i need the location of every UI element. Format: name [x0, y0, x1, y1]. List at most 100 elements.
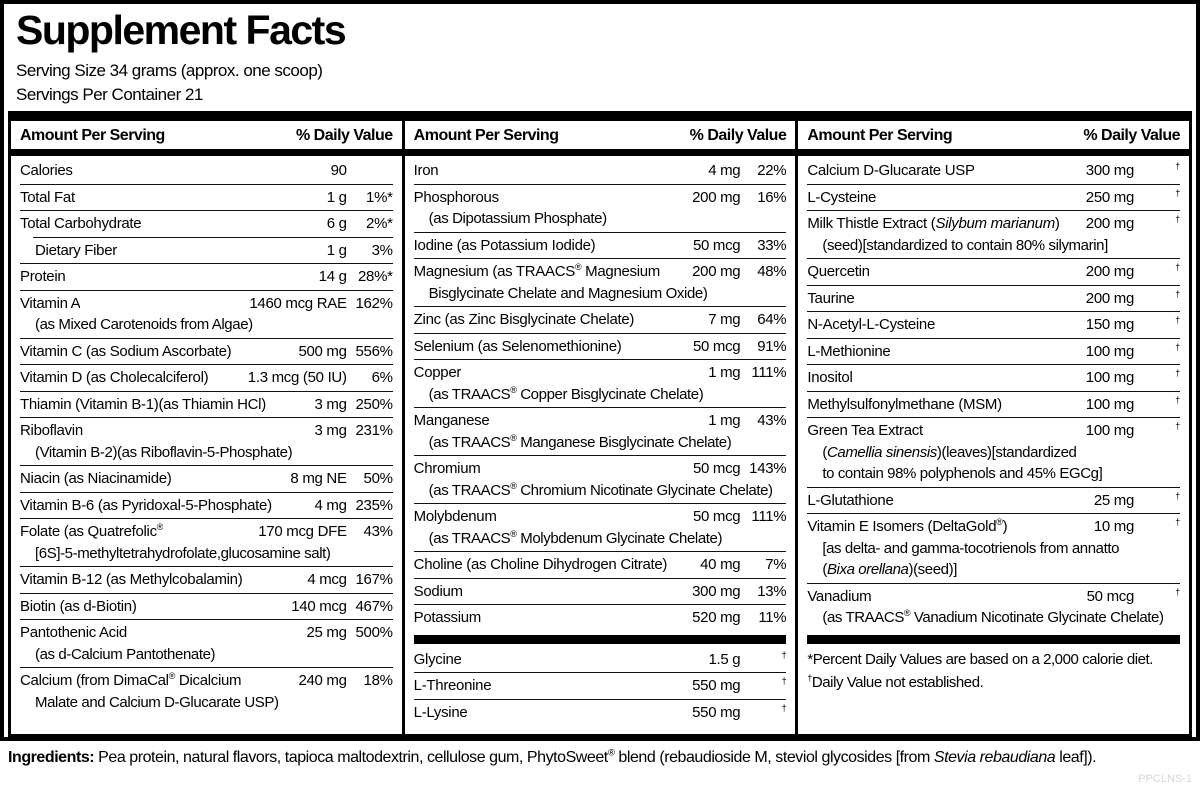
nutrient-amount: 1.5 g: [708, 650, 741, 668]
nutrient-amount: 50 mcg: [692, 236, 741, 254]
row-separator: [20, 183, 393, 185]
nutrient-daily-value: †: [781, 702, 787, 713]
row-separator: [20, 337, 393, 339]
nutrient-amount: 250 mg: [1085, 188, 1135, 206]
nutrient-name: Pantothenic Acid: [20, 624, 127, 641]
row-separator: [807, 337, 1181, 339]
servings-per-container-text: Servings Per Container 21: [16, 85, 203, 104]
nutrient-row: Total Fat 1 g 1%*: [20, 185, 393, 211]
amount-per-serving-header: Amount Per Serving: [413, 127, 559, 144]
nutrient-name: Thiamin (Vitamin B-1)(as Thiamin HCl): [20, 395, 266, 413]
nutrient-row: Vitamin E Isomers (DeltaGold®) 10 mg † [as …: [807, 514, 1180, 583]
nutrient-name: Iodine (as Potassium Iodide): [413, 236, 596, 254]
amount-per-serving-header: Amount Per Serving: [807, 127, 953, 144]
nutrient-amount: 140 mcg: [291, 597, 347, 615]
nutrient-main-line: Methylsulfonylmethane (MSM) 100 mg †: [807, 394, 1180, 416]
nutrient-main-line: Inositol 100 mg †: [807, 367, 1180, 389]
nutrient-name: Calories: [20, 162, 73, 179]
nutrient-row: Dietary Fiber 1 g 3%: [20, 238, 393, 264]
row-separator: [807, 183, 1181, 185]
nutrient-source-line: (as TRAACS® Manganese Bisglycinate Chela…: [428, 432, 732, 451]
nutrient-row: Riboflavin 3 mg 231% (Vitamin B-2)(as Ribof…: [20, 418, 393, 465]
nutrient-main-line: L-Threonine 550 mg †: [414, 675, 787, 697]
nutrient-name: Quercetin: [807, 263, 870, 280]
nutrient-daily-value: 13%: [757, 582, 787, 600]
nutrient-name: Vitamin B-6 (as Pyridoxal-5-Phosphate): [20, 496, 272, 514]
nutrient-name: Methylsulfonylmethane (MSM): [807, 395, 1002, 413]
nutrient-main-line: Vitamin A 1460 mcg RAE 162%: [20, 293, 393, 315]
nutrient-name: Molybdenum: [413, 508, 497, 525]
row-separator: [20, 390, 393, 392]
row-separator: [20, 619, 393, 620]
nutrient-amount: 25 mg: [1093, 491, 1135, 509]
nutrient-name: L-Cysteine: [807, 188, 877, 206]
nutrient-main-line: Selenium (as Selenomethionine) 50 mcg 91%: [414, 336, 787, 358]
nutrient-name: Milk Thistle Extract (Silybum marianum): [807, 215, 1060, 232]
nutrient-name: Taurine: [807, 289, 855, 307]
nutrient-daily-value: 18%: [363, 672, 393, 689]
nutrient-source-line: (seed)[standardized to contain 80% silym…: [822, 236, 1108, 254]
nutrient-source-line: (Vitamin B-2)(as Riboflavin-5-Phosphate): [35, 443, 293, 461]
nutrient-main-line: Sodium 300 mg 13%: [414, 581, 787, 603]
nutrient-amount: 150 mg: [1085, 316, 1135, 333]
nutrient-amount: 14 g: [318, 268, 347, 285]
nutrient-daily-value: †: [1175, 394, 1181, 405]
nutrient-name: Biotin (as d-Biotin): [20, 597, 137, 615]
nutrient-name: Green Tea Extract: [807, 422, 923, 439]
nutrient-source-line: Bisglycinate Chelate and Magnesium Oxide…: [428, 284, 708, 302]
row-separator: [20, 210, 393, 211]
daily-value-header: % Daily Value: [1083, 127, 1181, 144]
row-separator: [413, 231, 787, 233]
nutrient-amount: 100 mg: [1085, 395, 1135, 413]
nutrient-daily-value: 111%: [751, 364, 787, 381]
nutrient-main-line: Green Tea Extract 100 mg †: [807, 420, 1180, 442]
nutrient-name: Inositol: [807, 369, 853, 386]
nutrient-amount: 50 mcg: [692, 460, 741, 477]
nutrient-row: Thiamin (Vitamin B-1)(as Thiamin HCl) 3 m…: [20, 392, 393, 418]
nutrient-amount: 1.3 mcg (50 IU): [247, 369, 347, 386]
nutrient-source-line: [as delta- and gamma-tocotrienols from a…: [822, 539, 1120, 557]
row-separator: [20, 289, 393, 291]
nutrient-amount: 25 mg: [306, 624, 347, 641]
row-separator: [807, 311, 1181, 312]
nutrient-daily-value: †: [1175, 341, 1181, 352]
nutrient-daily-value: 167%: [355, 571, 393, 588]
nutrient-name: Iron: [413, 162, 439, 179]
row-separator: [33, 236, 393, 238]
nutrient-source-line: to contain 98% polyphenols and 45% EGCg]: [822, 465, 1103, 482]
nutrient-daily-value: 22%: [757, 162, 787, 179]
nutrient-amount: 1 g: [326, 188, 347, 206]
nutrient-daily-value: 231%: [355, 422, 393, 439]
nutrient-name: N-Acetyl-L-Cysteine: [807, 316, 936, 333]
amount-per-serving-header: Amount Per Serving: [20, 127, 165, 144]
nutrient-name: Manganese: [413, 412, 490, 429]
nutrient-name: Zinc (as Zinc Bisglycinate Chelate): [413, 311, 635, 328]
nutrient-name: Total Fat: [20, 188, 75, 206]
column-rows: Iron 4 mg 22% Phosphorous 200 mg 16% (as Dipot…: [413, 156, 787, 734]
nutrient-name: Selenium (as Selenomethionine): [413, 337, 622, 355]
row-separator: [413, 455, 787, 456]
nutrient-amount: 1 mg: [708, 412, 741, 429]
nutrient-name: Choline (as Choline Dihydrogen Citrate): [413, 556, 668, 573]
nutrient-name: Niacin (as Niacinamide): [20, 470, 172, 487]
nutrient-row: Pantothenic Acid 25 mg 500% (as d-Calcium P…: [20, 620, 393, 667]
nutrient-daily-value: †: [1175, 315, 1181, 325]
nutrient-daily-value: 6%: [371, 369, 393, 386]
nutrient-main-line: L-Lysine 550 mg †: [414, 702, 787, 724]
facts-table: Amount Per Serving % Daily Value Calories 9…: [8, 111, 1192, 737]
nutrient-name: Vanadium: [807, 587, 872, 605]
nutrient-main-line: Riboflavin 3 mg 231%: [20, 420, 393, 442]
footnote: *Percent Daily Values are based on a 2,0…: [807, 650, 1153, 668]
nutrient-daily-value: 28%*: [358, 268, 393, 285]
row-separator: [413, 672, 787, 673]
nutrient-row: Manganese 1 mg 43% (as TRAACS® Manganese Bi…: [414, 408, 787, 455]
row-separator: [20, 566, 393, 567]
nutrient-row: Phosphorous 200 mg 16% (as Dipotassium Phos…: [414, 185, 787, 232]
column-rows: Calories 90 Total Fat 1 g 1%* Total Carbohydr…: [20, 156, 393, 734]
ingredients-label: Ingredients:: [8, 749, 95, 766]
nutrient-row: Choline (as Choline Dihydrogen Citrate) 4…: [414, 552, 787, 578]
nutrient-name: L-Lysine: [413, 703, 468, 721]
nutrient-amount: 100 mg: [1085, 342, 1135, 360]
nutrient-main-line: Chromium 50 mcg 143%: [414, 458, 787, 480]
nutrient-daily-value: †: [781, 649, 787, 660]
